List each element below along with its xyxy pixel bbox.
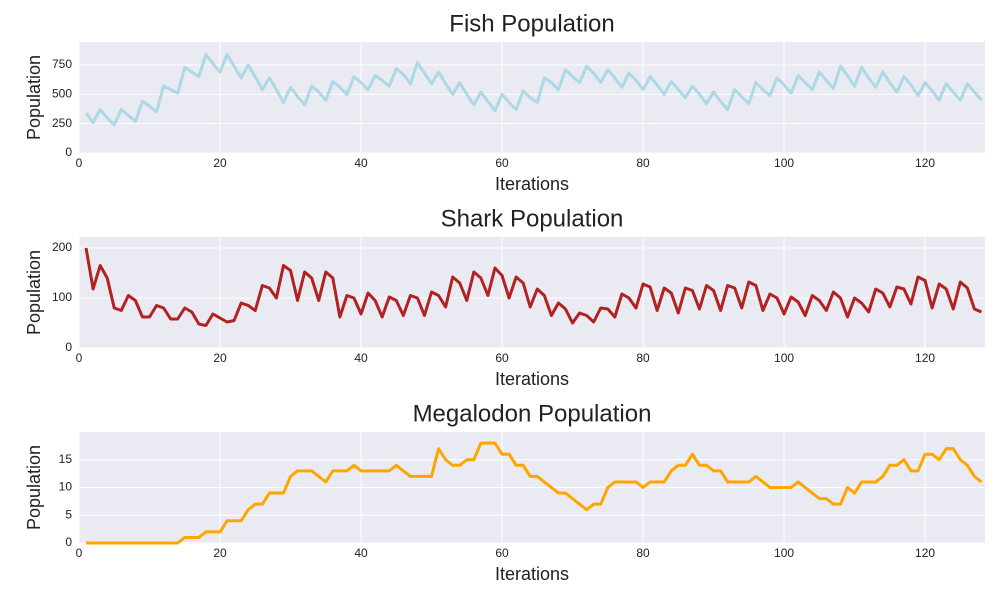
x-tick-label: 40 — [354, 351, 368, 365]
y-tick-label: 100 — [52, 290, 72, 304]
y-axis-label: Population — [24, 445, 44, 530]
y-tick-label: 0 — [65, 145, 72, 159]
y-tick-label: 10 — [59, 480, 73, 494]
x-tick-label: 60 — [495, 156, 509, 170]
x-tick-label: 60 — [495, 351, 509, 365]
x-tick-label: 40 — [354, 156, 368, 170]
y-tick-label: 0 — [65, 535, 72, 549]
x-tick-label: 20 — [213, 351, 227, 365]
x-axis-label: Iterations — [495, 369, 569, 389]
x-tick-label: 0 — [76, 156, 83, 170]
x-tick-label: 0 — [76, 351, 83, 365]
x-tick-label: 100 — [774, 351, 794, 365]
chart-title: Megalodon Population — [413, 400, 652, 427]
x-tick-label: 100 — [774, 546, 794, 560]
chart-title: Shark Population — [441, 205, 624, 232]
x-tick-label: 120 — [915, 546, 935, 560]
x-axis-label: Iterations — [495, 174, 569, 194]
chart-title: Fish Population — [449, 10, 614, 37]
plot-area — [79, 237, 985, 348]
y-tick-label: 15 — [59, 452, 73, 466]
x-tick-label: 80 — [636, 156, 650, 170]
y-tick-label: 0 — [65, 340, 72, 354]
x-tick-label: 120 — [915, 156, 935, 170]
data-line — [86, 441, 983, 545]
y-axis-label: Population — [24, 250, 44, 335]
y-tick-label: 750 — [52, 57, 72, 71]
x-tick-label: 60 — [495, 546, 509, 560]
x-tick-label: 80 — [636, 351, 650, 365]
y-tick-label: 250 — [52, 116, 72, 130]
x-tick-label: 0 — [76, 546, 83, 560]
x-tick-label: 100 — [774, 156, 794, 170]
x-tick-label: 40 — [354, 546, 368, 560]
y-tick-label: 500 — [52, 87, 72, 101]
y-axis-label: Population — [24, 55, 44, 140]
y-tick-label: 200 — [52, 240, 72, 254]
x-tick-label: 20 — [213, 156, 227, 170]
data-line — [84, 52, 983, 127]
x-tick-label: 20 — [213, 546, 227, 560]
y-tick-label: 5 — [65, 507, 72, 521]
x-tick-label: 80 — [636, 546, 650, 560]
x-axis-label: Iterations — [495, 564, 569, 584]
data-line — [84, 247, 983, 327]
x-tick-label: 120 — [915, 351, 935, 365]
